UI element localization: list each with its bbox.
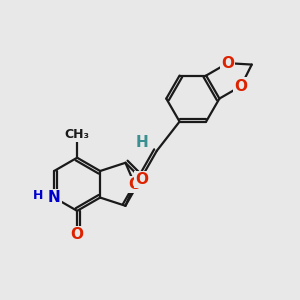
Text: CH₃: CH₃ [64, 128, 90, 141]
Text: O: O [128, 177, 141, 192]
Text: N: N [48, 190, 61, 205]
Text: O: O [235, 79, 248, 94]
Text: O: O [70, 227, 84, 242]
Text: H: H [135, 135, 148, 150]
Text: O: O [136, 172, 148, 187]
Text: H: H [33, 189, 43, 202]
Text: O: O [221, 56, 234, 70]
